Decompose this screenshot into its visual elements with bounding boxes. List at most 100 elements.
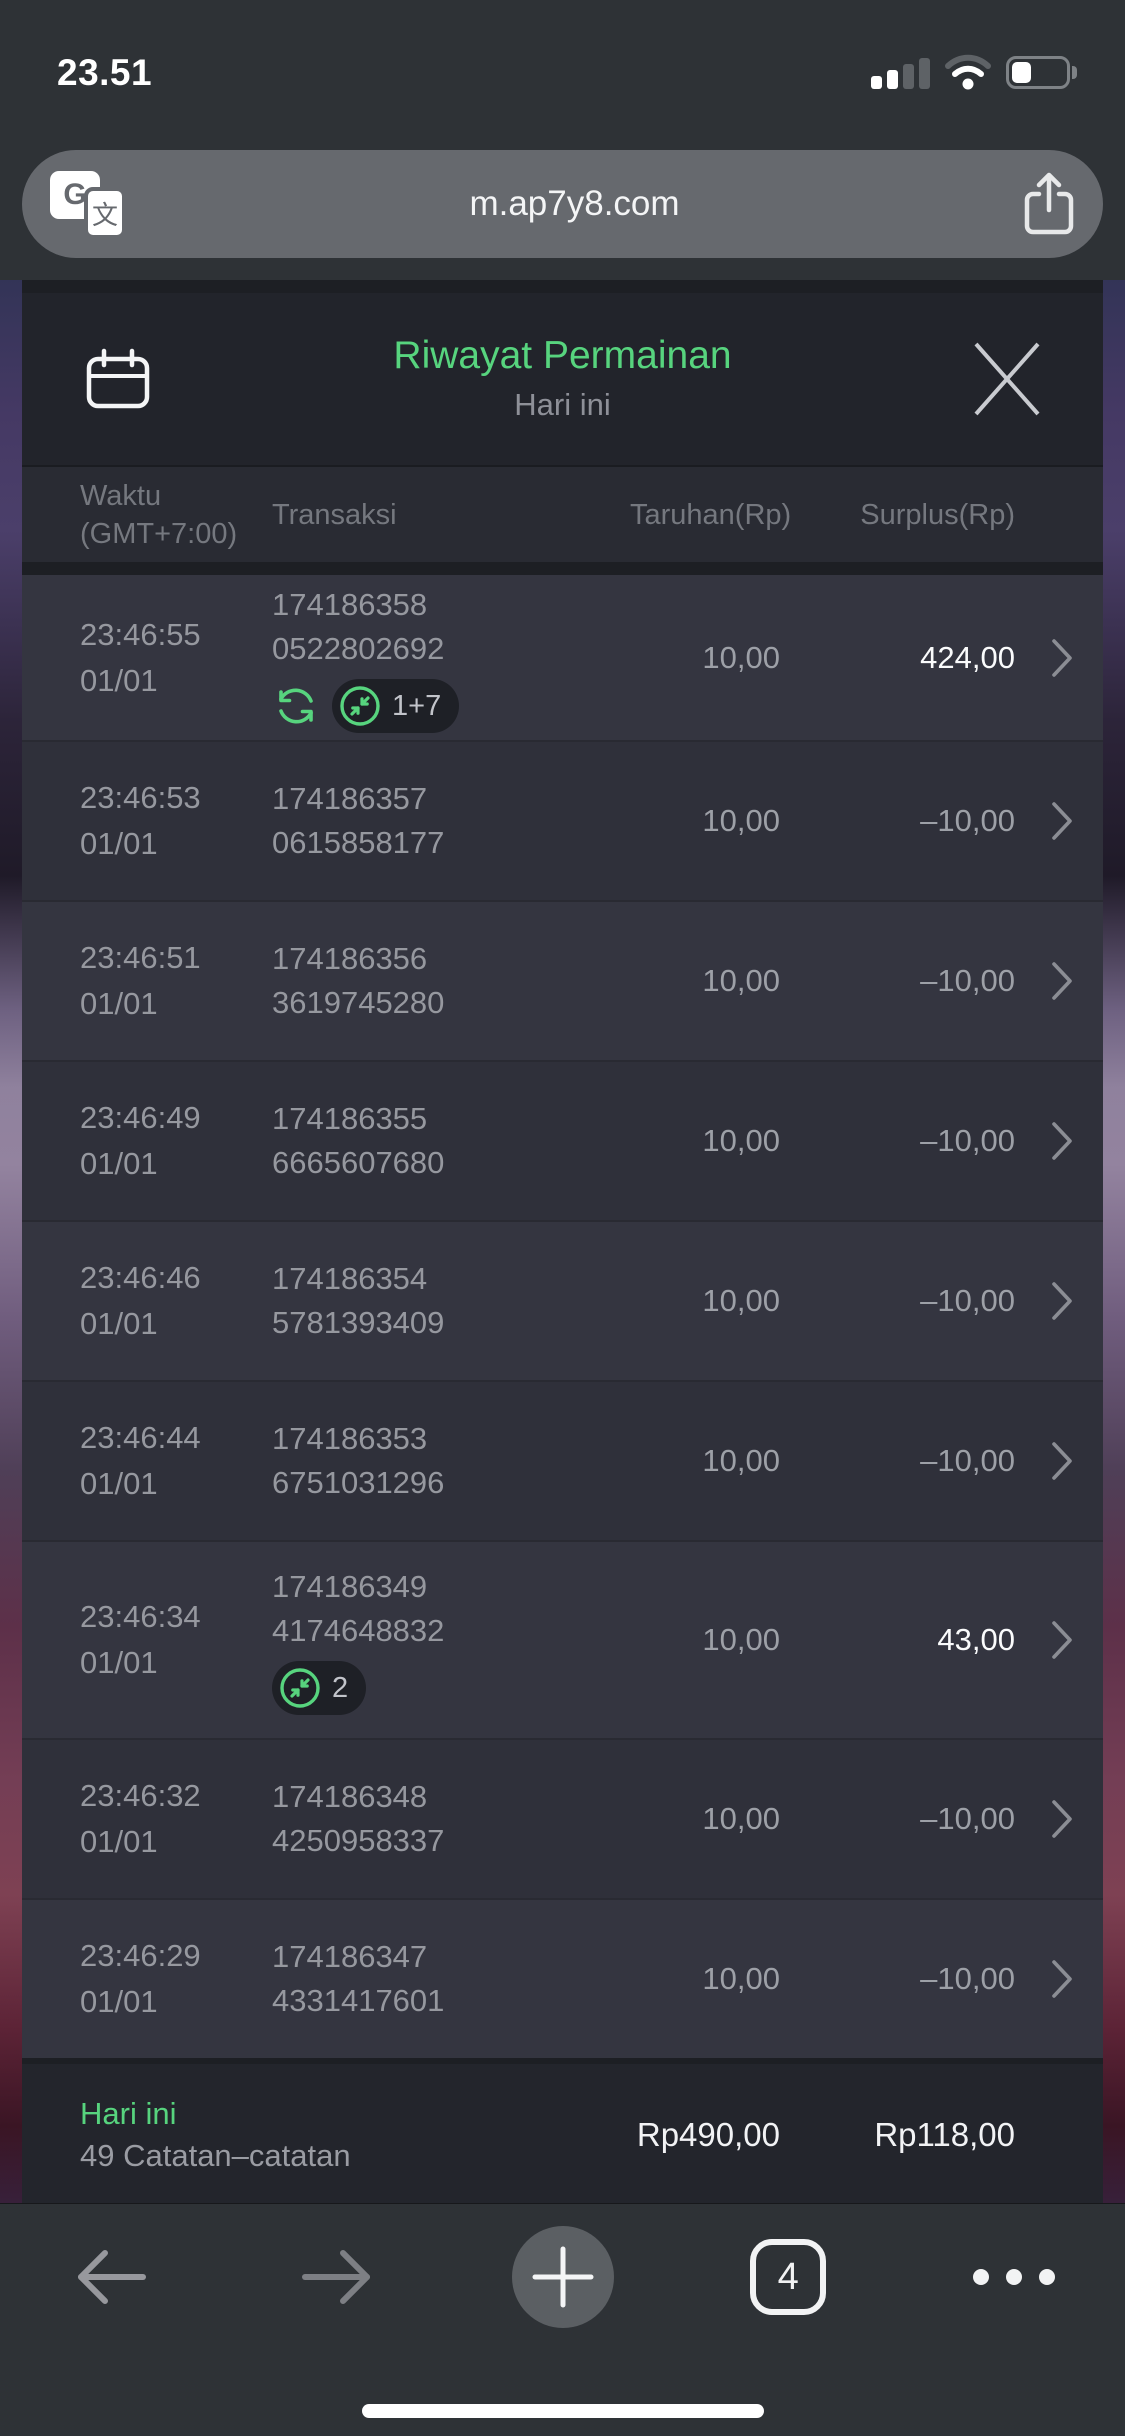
- bet-value: 10,00: [702, 1961, 780, 1996]
- chevron-right-icon: [1052, 1621, 1072, 1659]
- table-row[interactable]: 23:46:55 01/01 174186358 0522802692: [22, 575, 1103, 740]
- table-row[interactable]: 23:46:51 01/01 174186356 3619745280 10,0…: [22, 900, 1103, 1060]
- tabs-button[interactable]: 4: [733, 2222, 843, 2332]
- bet-value: 10,00: [702, 963, 780, 998]
- bet-value: 10,00: [702, 1283, 780, 1318]
- table-row[interactable]: 23:46:29 01/01 174186347 4331417601 10,0…: [22, 1898, 1103, 2058]
- summary-surplus-total: Rp118,00: [874, 2115, 1015, 2153]
- table-row[interactable]: 23:46:53 01/01 174186357 0615858177 10,0…: [22, 740, 1103, 900]
- address-bar[interactable]: G 文 m.ap7y8.com: [22, 150, 1103, 258]
- rounds-count: 2: [332, 1672, 349, 1704]
- row-date: 01/01: [80, 826, 158, 861]
- table-row[interactable]: 23:46:32 01/01 174186348 4250958337 10,0…: [22, 1738, 1103, 1898]
- summary-row: Hari ini 49 Catatan–catatan Rp490,00 Rp1…: [22, 2064, 1103, 2205]
- table-header: Waktu (GMT+7:00) Transaksi Taruhan(Rp) S…: [22, 467, 1103, 562]
- chevron-right-icon: [1052, 962, 1072, 1000]
- chevron-right-icon: [1052, 1282, 1072, 1320]
- modal-top-edge: [22, 280, 1103, 293]
- rounds-badge: 1+7: [332, 678, 460, 733]
- row-time: 23:46:46: [80, 1260, 201, 1295]
- row-round-id: 4174648832: [272, 1613, 445, 1648]
- column-transaksi: Transaksi: [272, 498, 397, 531]
- chevron-right-icon: [1052, 1442, 1072, 1480]
- table-row[interactable]: 23:46:49 01/01 174186355 6665607680 10,0…: [22, 1060, 1103, 1220]
- table-row[interactable]: 23:46:44 01/01 174186353 6751031296 10,0…: [22, 1380, 1103, 1540]
- status-time: 23.51: [57, 52, 153, 93]
- row-time: 23:46:34: [80, 1599, 201, 1634]
- bet-value: 10,00: [702, 1123, 780, 1158]
- row-date: 01/01: [80, 1146, 158, 1181]
- bet-value: 10,00: [702, 803, 780, 838]
- row-round-id: 4331417601: [272, 1983, 445, 2018]
- bet-value: 10,00: [702, 1801, 780, 1836]
- row-transaction-id: 174186356: [272, 941, 428, 976]
- row-round-id: 6751031296: [272, 1465, 445, 1500]
- row-round-id: 3619745280: [272, 985, 445, 1020]
- bet-value: 10,00: [702, 639, 780, 675]
- back-button[interactable]: [56, 2222, 166, 2332]
- rounds-count: 1+7: [392, 689, 442, 722]
- row-date: 01/01: [80, 662, 158, 698]
- row-date: 01/01: [80, 1645, 158, 1680]
- safari-top-chrome: 23.51 G 文 m.ap7y8.com: [0, 0, 1125, 280]
- status-icons: [871, 54, 1077, 94]
- row-time: 23:46:49: [80, 1100, 201, 1135]
- row-transaction-id: 174186354: [272, 1261, 428, 1296]
- row-date: 01/01: [80, 1824, 158, 1859]
- row-round-id: 5781393409: [272, 1305, 445, 1340]
- chevron-right-icon: [1052, 1960, 1072, 1998]
- refresh-icon: [279, 688, 313, 723]
- row-time: 23:46:32: [80, 1778, 201, 1813]
- chevron-right-icon: [1052, 802, 1072, 840]
- table-row[interactable]: 23:46:34 01/01 174186349 4174648832 2: [22, 1540, 1103, 1738]
- summary-period-label: Hari ini: [80, 2095, 177, 2131]
- home-indicator[interactable]: [361, 2404, 764, 2418]
- row-round-id: 0522802692: [272, 630, 445, 666]
- web-content-backdrop: Riwayat Permainan Hari ini Waktu (GMT+7:…: [0, 280, 1125, 2205]
- row-time: 23:46:51: [80, 940, 201, 975]
- calendar-button[interactable]: [78, 339, 158, 419]
- rounds-icon: [340, 685, 380, 726]
- close-button[interactable]: [967, 339, 1047, 419]
- summary-gap: [22, 2058, 1103, 2064]
- status-bar: 23.51: [0, 0, 1125, 100]
- row-transaction-id: 174186353: [272, 1421, 428, 1456]
- more-button[interactable]: [959, 2222, 1069, 2332]
- table-body: 23:46:55 01/01 174186358 0522802692: [22, 575, 1103, 2058]
- cellular-signal-icon: [871, 55, 930, 89]
- translate-icon[interactable]: G 文: [50, 169, 126, 239]
- row-time: 23:46:29: [80, 1938, 201, 1973]
- bet-value: 10,00: [702, 1443, 780, 1478]
- surplus-value: –10,00: [920, 1961, 1015, 1996]
- close-icon: [974, 342, 1040, 416]
- rounds-icon: [280, 1668, 320, 1708]
- row-badges: 2: [272, 1661, 630, 1715]
- share-icon[interactable]: [1023, 172, 1075, 236]
- row-transaction-id: 174186348: [272, 1779, 428, 1814]
- calendar-icon: [86, 348, 150, 409]
- row-badges: 1+7: [272, 678, 630, 733]
- surplus-value: –10,00: [920, 1283, 1015, 1318]
- forward-arrow-icon: [301, 2250, 370, 2304]
- row-date: 01/01: [80, 1466, 158, 1501]
- table-header-gap: [22, 562, 1103, 575]
- url-text[interactable]: m.ap7y8.com: [469, 184, 680, 223]
- chevron-right-icon: [1052, 1122, 1072, 1160]
- row-transaction-id: 174186347: [272, 1939, 428, 1974]
- forward-button[interactable]: [282, 2222, 392, 2332]
- row-transaction-id: 174186355: [272, 1101, 428, 1136]
- row-time: 23:46:53: [80, 780, 201, 815]
- new-tab-button[interactable]: [508, 2222, 618, 2332]
- summary-bet-total: Rp490,00: [636, 2115, 780, 2153]
- row-time: 23:46:44: [80, 1420, 201, 1455]
- surplus-value: –10,00: [920, 803, 1015, 838]
- column-surplus: Surplus(Rp): [860, 498, 1015, 531]
- row-transaction-id: 174186349: [272, 1569, 428, 1604]
- header-divider: [22, 465, 1103, 467]
- column-waktu-tz: (GMT+7:00): [80, 517, 238, 550]
- bet-value: 10,00: [702, 1622, 780, 1657]
- surplus-value: –10,00: [920, 1123, 1015, 1158]
- safari-bottom-toolbar: 4: [0, 2203, 1125, 2436]
- table-row[interactable]: 23:46:46 01/01 174186354 5781393409 10,0…: [22, 1220, 1103, 1380]
